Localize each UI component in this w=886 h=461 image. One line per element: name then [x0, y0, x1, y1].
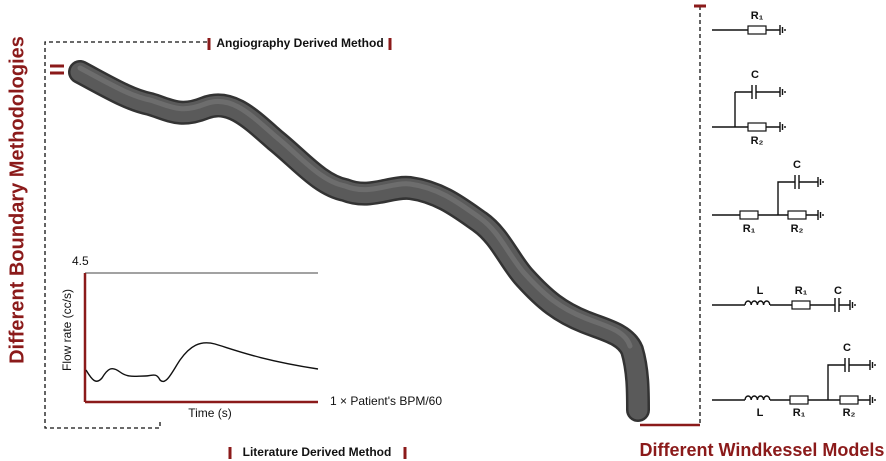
capacitor	[834, 298, 840, 312]
ground	[817, 210, 824, 220]
inductor	[744, 300, 771, 306]
component-label: C	[793, 159, 801, 171]
ground	[869, 395, 876, 405]
resistor	[787, 210, 807, 220]
component-label: R₂	[843, 407, 856, 419]
capacitor	[751, 85, 757, 99]
flow-curve	[85, 342, 319, 383]
x-end-label: 1 × Patient's BPM/60	[330, 394, 442, 408]
ground	[817, 177, 824, 187]
wire	[712, 181, 818, 216]
resistor	[747, 25, 767, 35]
component-label: C	[843, 342, 851, 354]
wire	[712, 91, 780, 128]
vessel-highlight	[77, 65, 633, 349]
x-axis-label: Time (s)	[188, 406, 232, 420]
vessel-outline	[68, 60, 650, 422]
ground	[779, 25, 786, 35]
vessel	[70, 62, 648, 420]
right-title: Different Windkessel Models	[640, 440, 885, 460]
y-axis-label: Flow rate (cc/s)	[60, 289, 74, 371]
wire	[712, 364, 870, 401]
angiography-label: Angiography Derived Method	[216, 36, 383, 50]
component-label: R₂	[791, 223, 804, 235]
component-label: R₁	[793, 407, 806, 419]
resistor	[739, 210, 759, 220]
component-label: R₂	[751, 135, 764, 147]
component-label: L	[757, 407, 764, 419]
ground	[779, 87, 786, 97]
capacitor	[794, 175, 800, 189]
resistor	[791, 300, 811, 310]
resistor	[747, 122, 767, 132]
component-label: R₁	[795, 285, 808, 297]
resistor	[839, 395, 859, 405]
left-bracket	[44, 41, 207, 429]
ground	[849, 300, 856, 310]
resistor	[789, 395, 809, 405]
component-label: C	[751, 69, 759, 81]
component-label: C	[834, 285, 842, 297]
ground	[869, 360, 876, 370]
capacitor	[844, 358, 850, 372]
component-label: R₁	[743, 223, 756, 235]
inductor	[744, 395, 771, 401]
y-top-label: 4.5	[72, 254, 89, 268]
literature-label: Literature Derived Method	[243, 445, 392, 459]
component-label: R₁	[751, 10, 764, 22]
component-label: L	[757, 285, 764, 297]
left-title: Different Boundary Methodologies	[6, 36, 28, 364]
ground	[779, 122, 786, 132]
